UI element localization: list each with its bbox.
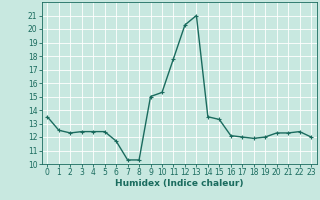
X-axis label: Humidex (Indice chaleur): Humidex (Indice chaleur) bbox=[115, 179, 244, 188]
